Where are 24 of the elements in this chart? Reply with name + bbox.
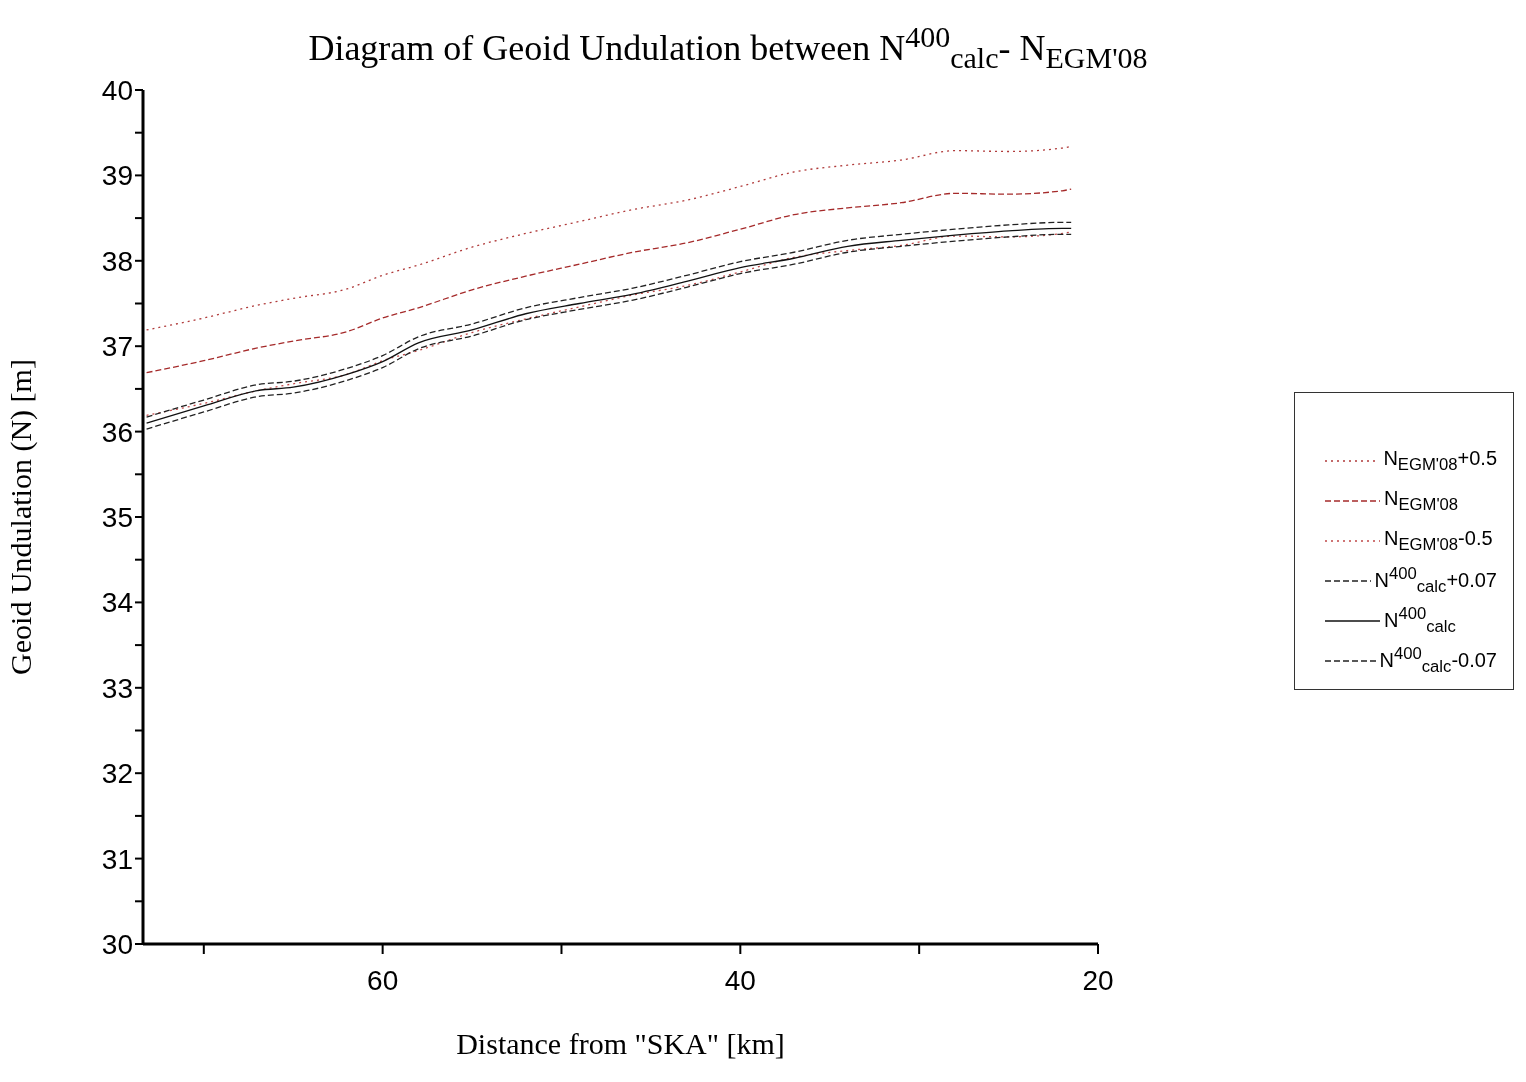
chart-title: Diagram of Geoid Undulation between N$^{400}$$_{calc}$- N$_{EGM'08}$	[307, 20, 1149, 76]
legend-label: N$^{400}$$_{calc}$-0.07	[1379, 644, 1497, 676]
legend-label: N$_{EGM'08}$	[1384, 487, 1459, 515]
y-tick-label: 32	[101, 758, 133, 790]
y-tick-label: 37	[101, 331, 133, 363]
y-tick-label: 36	[101, 416, 133, 448]
y-tick-label: 35	[101, 501, 133, 533]
line-series	[145, 145, 1072, 331]
x-tick-label: 60	[367, 964, 399, 996]
y-tick-label: 33	[101, 672, 133, 704]
y-tick-label: 31	[101, 843, 133, 875]
y-tick-label: 40	[101, 74, 133, 106]
legend-label: N$_{EGM'08}$-0.5	[1384, 527, 1493, 555]
legend-label: N$_{EGM'08}$+0.5	[1383, 447, 1497, 475]
y-tick-label: 39	[101, 160, 133, 192]
line-series	[145, 188, 1072, 374]
x-axis-title: Distance from "SKA" [km]	[456, 1027, 785, 1060]
y-tick-label: 30	[101, 928, 133, 960]
y-axis-title: Geoid Undulation (N) [m]	[3, 359, 38, 675]
y-tick-label: 38	[101, 245, 133, 277]
x-tick-label: 40	[724, 964, 756, 996]
y-tick-label: 34	[101, 587, 133, 619]
legend-label: N$^{400}$$_{calc}$+0.07	[1374, 564, 1497, 596]
x-tick-label: 20	[1082, 964, 1114, 996]
